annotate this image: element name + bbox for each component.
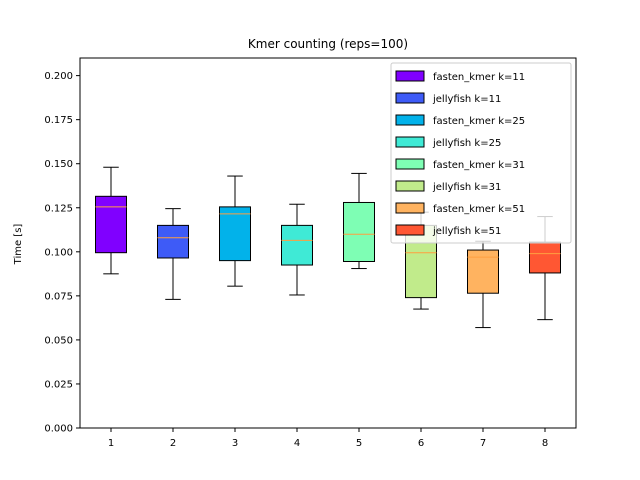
legend-swatch [395,70,425,82]
legend-label: jellyfish k=51 [432,226,501,237]
legend-swatch [395,114,425,126]
x-tick-label: 4 [294,438,300,449]
legend-box [390,62,572,244]
legend: fasten_kmer k=11 jellyfish k=11 fasten_kme… [390,62,572,244]
legend-swatch [395,224,425,236]
legend-label: fasten_kmer k=25 [433,116,525,127]
x-tick-label: 5 [356,438,362,449]
legend-label: jellyfish k=31 [432,182,501,193]
y-tick-label: 0.150 [44,159,73,170]
boxes-group [95,166,561,329]
box-body [157,224,189,259]
y-tick-label: 0.100 [44,247,73,258]
box-1 [95,166,127,275]
x-tick-label: 6 [418,438,424,449]
x-axis-group: 1 2 3 4 5 6 7 8 [108,428,548,449]
y-tick-label: 0.075 [44,291,73,302]
y-tick-label: 0.175 [44,115,73,126]
y-tick-label: 0.200 [44,71,73,82]
box-5 [343,172,375,270]
legend-label: fasten_kmer k=31 [433,160,525,171]
box-3 [219,175,251,287]
plot-frame [79,57,577,429]
y-tick-label: 0.125 [44,203,73,214]
chart-title: Kmer counting (reps=100) [248,37,408,51]
y-axis-label: Time [s] [13,224,24,266]
box-body [219,206,251,262]
legend-swatch [395,158,425,170]
legend-label: jellyfish k=11 [432,94,501,105]
y-tick-label: 0.050 [44,335,73,346]
y-tick-label: 0.025 [44,379,73,390]
legend-swatch [395,180,425,192]
x-tick-label: 3 [232,438,238,449]
x-tick-label: 7 [480,438,486,449]
box-2 [157,208,189,300]
legend-label: fasten_kmer k=51 [433,204,525,215]
box-body [467,249,499,294]
box-body [343,201,375,263]
box-4 [281,203,313,296]
y-tick-label: 0.000 [44,424,73,435]
y-axis-group: 0.000 0.025 0.050 0.075 0.100 0.125 0.150 0.175… [44,71,80,435]
x-tick-label: 2 [170,438,176,449]
legend-swatch [395,136,425,148]
legend-label: fasten_kmer k=11 [433,72,525,83]
x-tick-label: 1 [108,438,114,449]
box-body [529,241,561,274]
box-body [281,224,313,266]
box-body [95,195,127,254]
legend-swatch [395,92,425,104]
x-tick-label: 8 [542,438,548,449]
legend-swatch [395,202,425,214]
legend-label: jellyfish k=25 [432,138,501,149]
